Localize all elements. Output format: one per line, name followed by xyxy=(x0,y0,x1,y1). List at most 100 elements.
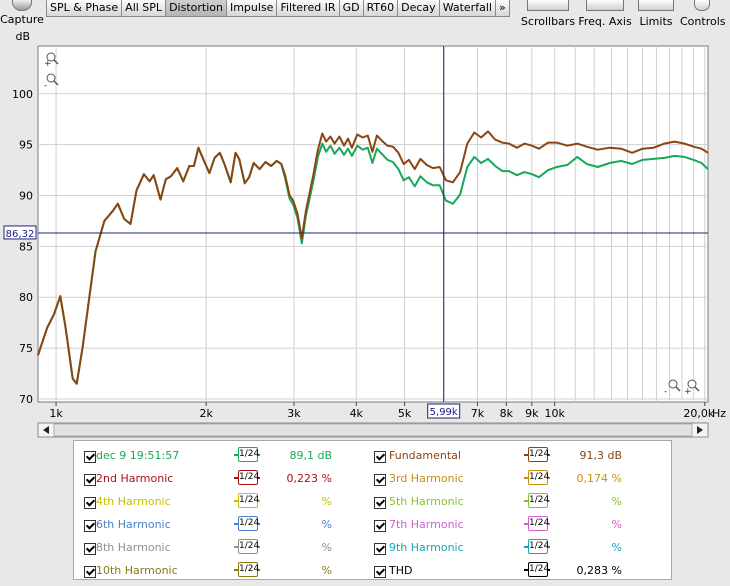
legend-smoothing-button[interactable]: 1/24 xyxy=(524,562,550,577)
zoom-out-x-icon[interactable]: - xyxy=(664,379,681,397)
legend-item-9th-harmonic: 9th Harmonic 1/24% xyxy=(74,539,664,563)
legend-name: Fundamental xyxy=(389,449,461,462)
y-axis-label: dB xyxy=(15,30,30,43)
legend-smoothing-button[interactable]: 1/24 xyxy=(524,516,550,531)
legend-name: 2nd Harmonic xyxy=(96,472,174,485)
legend-smoothing-button[interactable]: 1/24 xyxy=(524,470,550,485)
legend-name: 4th Harmonic xyxy=(96,495,171,508)
legend-smoothing-label: 1/24 xyxy=(238,562,259,577)
zoom-in-x-icon[interactable]: + xyxy=(684,379,700,397)
legend-item-fundamental: Fundamental 1/24 91,3 dB xyxy=(74,447,664,471)
legend-checkbox[interactable] xyxy=(374,520,386,532)
gear-icon xyxy=(694,0,710,11)
plot-area[interactable] xyxy=(37,45,709,403)
legend-smoothing-button[interactable]: 1/24 xyxy=(234,447,260,462)
legend-smoothing-button[interactable]: 1/24 xyxy=(234,493,260,508)
y-tick-label: 100 xyxy=(12,88,33,101)
svg-text:-: - xyxy=(44,81,47,91)
x-tick-label: 1k xyxy=(49,407,63,420)
x-axis-unit-label: Hz xyxy=(712,407,726,420)
tab-spl-phase[interactable]: SPL & Phase xyxy=(46,0,123,17)
x-tick-label: 10k xyxy=(544,407,565,420)
legend-checkbox[interactable] xyxy=(84,520,96,532)
distortion-graph[interactable]: dB 70 75 80 85 90 95 100 Hz 1k 2k 3k 4k 5k 7k 8k 9k 10… xyxy=(0,0,730,440)
legend-name: 9th Harmonic xyxy=(389,541,464,554)
legend-name: 8th Harmonic xyxy=(96,541,171,554)
legend-item-7th-harmonic: 7th Harmonic 1/24% xyxy=(74,516,664,540)
legend-item-dec-9-19-51-57: dec 9 19:51:57 1/24 89,1 dB xyxy=(74,447,664,471)
legend-value: % xyxy=(321,495,332,508)
horizontal-scrollbar[interactable] xyxy=(37,422,709,438)
legend-name: 6th Harmonic xyxy=(96,518,171,531)
legend-name: dec 9 19:51:57 xyxy=(96,449,180,462)
tab-more-button[interactable]: » xyxy=(494,0,510,17)
legend-smoothing-button[interactable]: 1/24 xyxy=(524,493,550,508)
capture-label: Capture xyxy=(0,13,44,26)
legend-name: 7th Harmonic xyxy=(389,518,464,531)
legend-value: 0,223 % xyxy=(286,472,332,485)
tab-all-spl[interactable]: All SPL xyxy=(121,0,167,17)
limits-label: Limits xyxy=(639,15,673,28)
legend-value: % xyxy=(611,541,622,554)
toolbar: Capture SPL & Phase All SPL Distortion Impu… xyxy=(0,0,730,40)
legend-smoothing-button[interactable]: 1/24 xyxy=(234,470,260,485)
legend-checkbox[interactable] xyxy=(374,566,386,578)
cursor-x-readout-box xyxy=(427,403,461,419)
cursor-x-readout: 5,99k xyxy=(430,407,458,418)
zoom-out-y-icon[interactable]: - xyxy=(44,73,59,91)
limits-button[interactable]: Limits xyxy=(638,0,674,30)
x-tick-label: 5k xyxy=(398,407,412,420)
legend-smoothing-label: 1/24 xyxy=(238,516,259,531)
scrollbars-button[interactable]: Scrollbars xyxy=(520,0,576,30)
capture-button[interactable]: Capture xyxy=(0,0,44,30)
scroll-right-icon[interactable] xyxy=(697,426,703,434)
tab-waterfall[interactable]: Waterfall xyxy=(438,0,496,17)
legend-smoothing-label: 1/24 xyxy=(238,447,259,462)
cursor-y-readout-box xyxy=(3,225,37,240)
x-tick-label: 4k xyxy=(350,407,364,420)
legend-item-8th-harmonic: 8th Harmonic 1/24% xyxy=(74,539,664,563)
legend-checkbox[interactable] xyxy=(84,566,96,578)
legend-item-5th-harmonic: 5th Harmonic 1/24% xyxy=(74,493,664,517)
legend-smoothing-button[interactable]: 1/24 xyxy=(234,562,260,577)
legend-smoothing-label: 1/24 xyxy=(238,470,259,485)
legend-smoothing-button[interactable]: 1/24 xyxy=(234,539,260,554)
legend-item-2nd-harmonic: 2nd Harmonic 1/24 0,223 % xyxy=(74,470,664,494)
svg-text:+: + xyxy=(684,387,692,397)
tab-filtered-ir[interactable]: Filtered IR xyxy=(276,0,340,17)
x-axis: Hz 1k 2k 3k 4k 5k 7k 8k 9k 10k 20,0k xyxy=(49,402,726,420)
x-tick-label: 7k xyxy=(471,407,485,420)
tab-impulse[interactable]: Impulse xyxy=(225,0,278,17)
scroll-left-icon[interactable] xyxy=(43,426,49,434)
legend-item-10th-harmonic: 10th Harmonic 1/24% xyxy=(74,562,664,586)
cursor-crosshair[interactable]: 86,32 5,99k xyxy=(3,46,708,419)
tab-rt60[interactable]: RT60 xyxy=(362,0,399,17)
zoom-in-y-icon[interactable]: + xyxy=(44,52,59,69)
controls-label: Controls xyxy=(680,15,726,28)
legend-value: % xyxy=(321,564,332,577)
y-axis: dB 70 75 80 85 90 95 100 xyxy=(12,30,33,406)
legend-name: 10th Harmonic xyxy=(96,564,178,577)
legend-checkbox[interactable] xyxy=(84,474,96,486)
legend-checkbox[interactable] xyxy=(84,451,96,463)
legend-checkbox[interactable] xyxy=(374,497,386,509)
legend-checkbox[interactable] xyxy=(374,474,386,486)
freq-axis-icon xyxy=(586,0,624,11)
legend-value: 89,1 dB xyxy=(289,449,332,462)
legend-smoothing-label: 1/24 xyxy=(528,539,549,554)
legend-smoothing-button[interactable]: 1/24 xyxy=(524,539,550,554)
legend-smoothing-button[interactable]: 1/24 xyxy=(524,447,550,462)
legend-smoothing-label: 1/24 xyxy=(528,562,549,577)
freq-axis-button[interactable]: Freq. Axis xyxy=(578,0,632,30)
controls-button[interactable]: Controls xyxy=(680,0,726,30)
legend-smoothing-label: 1/24 xyxy=(528,447,549,462)
legend-checkbox[interactable] xyxy=(374,451,386,463)
legend-smoothing-button[interactable]: 1/24 xyxy=(234,516,260,531)
scrollbar-thumb[interactable] xyxy=(53,423,693,437)
legend-checkbox[interactable] xyxy=(374,543,386,555)
legend-item-6th-harmonic: 6th Harmonic 1/24% xyxy=(74,516,664,540)
curves xyxy=(37,130,709,385)
legend-checkbox[interactable] xyxy=(84,543,96,555)
tab-decay[interactable]: Decay xyxy=(397,0,440,17)
legend-checkbox[interactable] xyxy=(84,497,96,509)
